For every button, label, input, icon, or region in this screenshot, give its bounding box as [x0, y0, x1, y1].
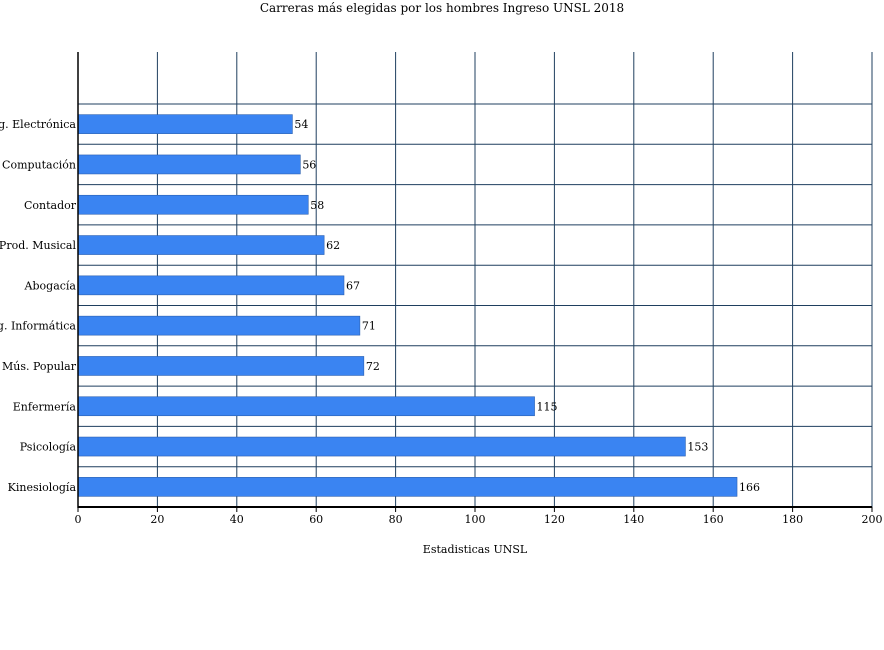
x-tick-label: 120: [544, 513, 565, 526]
axes: [77, 52, 873, 512]
grid-lines: [78, 52, 873, 507]
category-label: Ing. Informática: [0, 320, 76, 333]
bar: [77, 154, 301, 175]
data-label: 62: [326, 239, 340, 252]
x-tick-label: 0: [75, 513, 82, 526]
data-label: 166: [739, 481, 760, 494]
data-label: 71: [362, 320, 376, 333]
bar: [77, 235, 325, 255]
data-label: 115: [537, 400, 558, 413]
x-tick-label: 200: [862, 513, 883, 526]
x-tick-label: 20: [150, 513, 164, 526]
category-label: Enfermería: [13, 400, 77, 413]
x-tick-label: 180: [782, 513, 803, 526]
x-tick-label: 60: [309, 513, 323, 526]
bar: [77, 477, 738, 497]
chart-title: Carreras más elegidas por los hombres In…: [259, 1, 625, 15]
category-label: Abogacía: [24, 279, 77, 292]
bar: [77, 436, 686, 457]
bar: [77, 315, 361, 336]
data-label: 58: [310, 199, 324, 212]
category-label: Psicología: [20, 441, 77, 454]
category-label: Cs. Computación: [0, 158, 76, 171]
bar: [77, 194, 309, 215]
x-tick-label: 160: [703, 513, 724, 526]
data-label: 67: [346, 279, 360, 292]
x-tick-label: 140: [623, 513, 644, 526]
bars: [77, 114, 738, 497]
category-label: Contador: [24, 199, 77, 212]
category-label: Prod. Musical: [0, 239, 76, 252]
category-label: Mús. Popular: [2, 360, 77, 373]
data-label: 54: [294, 118, 308, 131]
x-tick-label: 40: [230, 513, 244, 526]
data-label: 56: [302, 158, 316, 171]
category-label: Kinesiología: [8, 481, 77, 494]
x-tick-label: 100: [465, 513, 486, 526]
bar: [77, 396, 535, 417]
bar: [77, 275, 345, 296]
x-axis-label: Estadisticas UNSL: [422, 543, 528, 556]
bar: [77, 114, 293, 134]
data-label: 153: [687, 441, 708, 454]
x-tick-label: 80: [389, 513, 403, 526]
category-label: Ing. Electrónica: [0, 118, 76, 131]
bar: [77, 356, 365, 376]
data-label: 72: [366, 360, 380, 373]
labels: 54 Ing. Electrónica 56 Cs. Computación 58 Con…: [0, 118, 883, 526]
